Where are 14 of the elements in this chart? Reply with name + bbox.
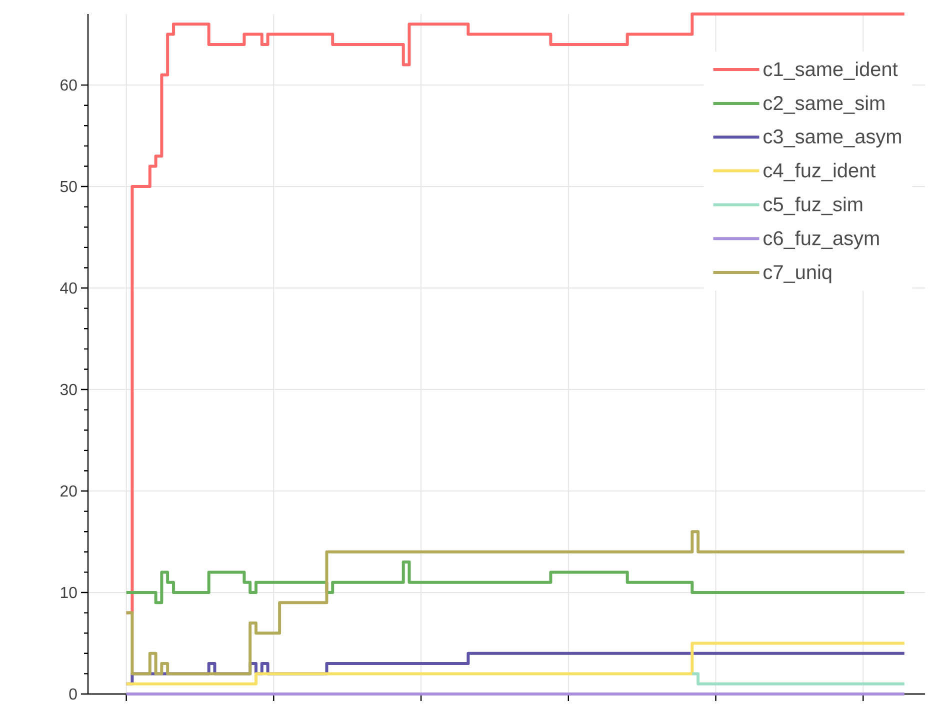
legend-label: c3_same_asym [764, 129, 901, 148]
y-tick-label: 50 [60, 180, 77, 192]
legend-label: c5_fuz_sim [764, 196, 862, 216]
y-tick-label: 10 [60, 586, 77, 598]
y-tick-label: 20 [60, 485, 77, 497]
y-tick-label: 60 [60, 79, 77, 91]
y-tick-label: 30 [60, 384, 77, 396]
legend-label: c2_same_sim [764, 96, 884, 114]
legend-label: c6_fuz_asym [764, 230, 879, 250]
y-tick-label: 0 [69, 688, 77, 700]
legend-label: c1_same_ident [764, 62, 898, 80]
y-tick-label: 40 [60, 282, 77, 294]
legend-label: c7_uniq [764, 264, 832, 284]
legend-label: c4_fuz_ident [764, 162, 876, 182]
